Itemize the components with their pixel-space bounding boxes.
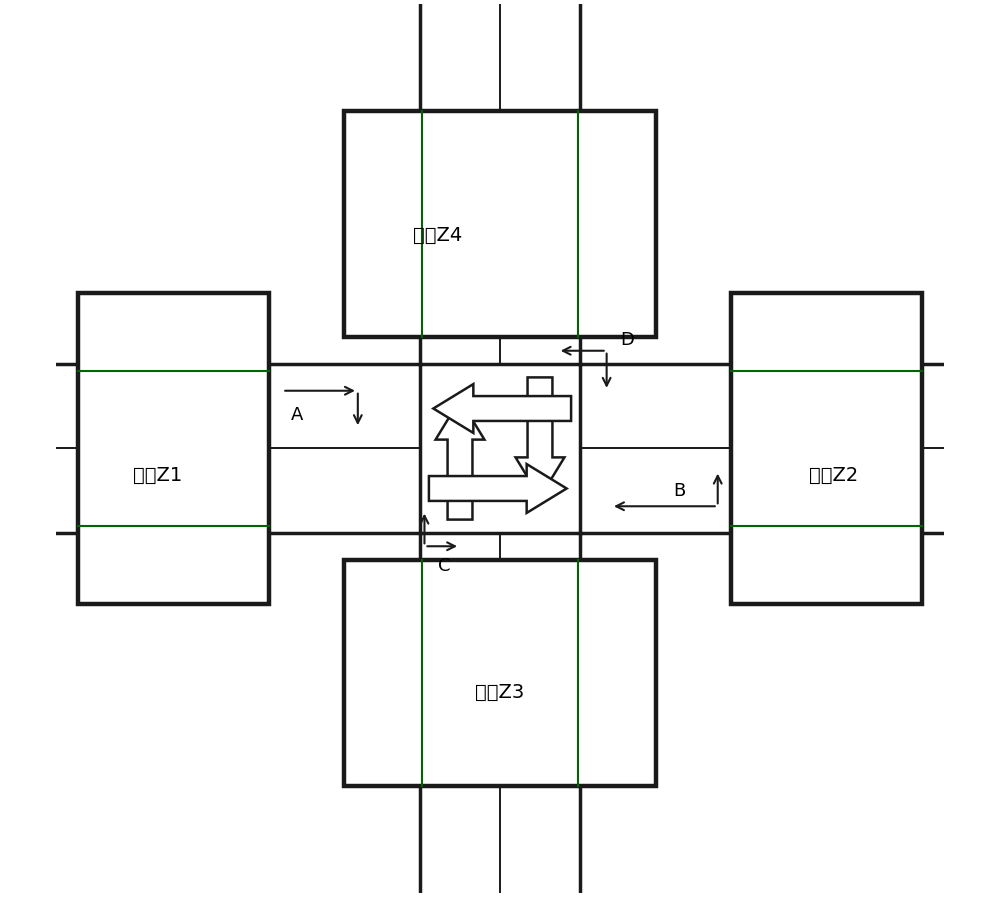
Text: 区域Z4: 区域Z4 xyxy=(413,226,462,245)
Text: B: B xyxy=(673,483,686,501)
Text: C: C xyxy=(438,557,450,575)
Text: A: A xyxy=(291,405,304,424)
FancyArrow shape xyxy=(516,378,564,497)
Text: 区域Z2: 区域Z2 xyxy=(809,466,858,484)
Bar xyxy=(344,560,656,786)
FancyArrow shape xyxy=(429,464,567,513)
Text: 区域Z3: 区域Z3 xyxy=(475,684,525,702)
FancyArrow shape xyxy=(436,400,484,519)
Text: 区域Z1: 区域Z1 xyxy=(133,466,182,484)
Bar xyxy=(344,111,656,337)
FancyArrow shape xyxy=(433,384,571,433)
Text: D: D xyxy=(620,331,634,349)
Bar xyxy=(731,293,922,604)
Bar xyxy=(78,293,269,604)
